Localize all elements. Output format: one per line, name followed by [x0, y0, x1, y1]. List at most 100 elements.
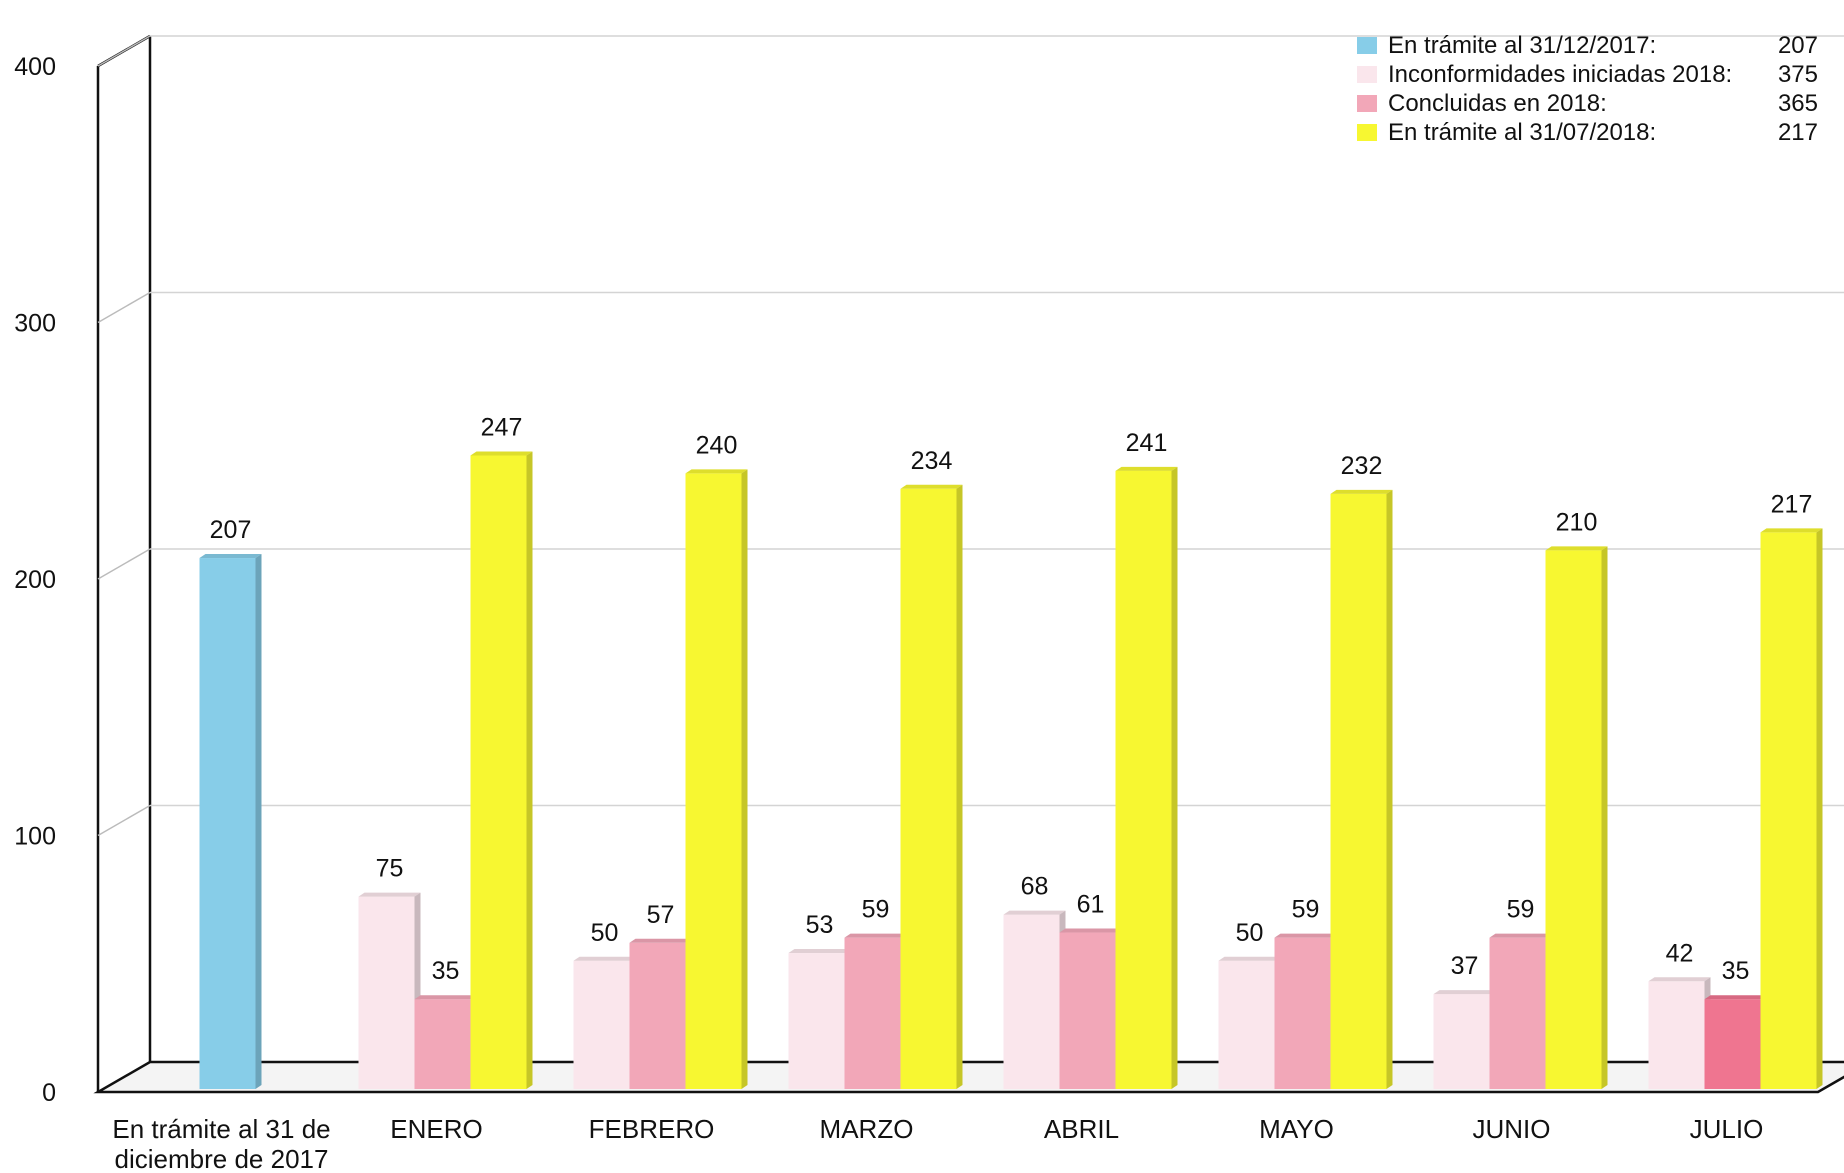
bar	[844, 933, 907, 1089]
legend-swatch	[1357, 124, 1377, 141]
bar-top	[844, 933, 907, 938]
data-label: 61	[1077, 891, 1105, 919]
legend-total: 375	[1778, 61, 1818, 88]
floor	[93, 1060, 1844, 1094]
bar-top	[1648, 977, 1711, 982]
legend-label: En trámite al 31/12/2017:	[1388, 32, 1656, 59]
bar-top	[1218, 956, 1281, 961]
legend-swatch	[1357, 66, 1377, 83]
data-label: 217	[1771, 490, 1813, 518]
bar	[573, 956, 636, 1089]
category-label: ABRIL	[1044, 1114, 1119, 1144]
bar-front	[844, 937, 901, 1089]
data-labels: 207 75 35 247 50 57 240 53 59 234 68 61 241 50 59 232 37…	[210, 413, 1813, 985]
bar-front	[1330, 493, 1387, 1089]
bar-front	[1704, 999, 1761, 1089]
bars	[199, 451, 1823, 1090]
bar-top	[1003, 910, 1066, 915]
bar-top	[1704, 995, 1767, 1000]
y-tick-label: 400	[14, 53, 56, 81]
category-label: JUNIO	[1473, 1114, 1551, 1144]
bar	[629, 938, 692, 1089]
bar-side	[1601, 546, 1608, 1089]
bar-top	[1433, 990, 1496, 995]
bar	[199, 554, 262, 1089]
bar-top	[1274, 933, 1337, 938]
data-label: 247	[481, 413, 523, 441]
data-label: 42	[1666, 939, 1694, 967]
gridline-side	[97, 291, 151, 324]
bar-top	[1330, 489, 1393, 494]
data-label: 59	[862, 896, 890, 924]
category-label: FEBRERO	[589, 1114, 715, 1144]
category-label: JULIO	[1690, 1114, 1764, 1144]
category-label: MARZO	[820, 1114, 914, 1144]
bar-top	[199, 554, 262, 559]
bar-front	[1003, 914, 1060, 1089]
bar-top	[470, 451, 533, 456]
bar	[1433, 990, 1496, 1089]
bar	[1330, 489, 1393, 1089]
data-label: 35	[1722, 957, 1750, 985]
bar	[1760, 528, 1823, 1089]
bar	[788, 949, 851, 1089]
bar-front	[573, 960, 630, 1089]
legend-label: En trámite al 31/07/2018:	[1388, 119, 1656, 146]
bar-top	[1760, 528, 1823, 533]
legend-total: 217	[1778, 119, 1818, 146]
bar-front	[1218, 960, 1275, 1089]
legend-swatch	[1357, 95, 1377, 112]
data-label: 37	[1451, 952, 1479, 980]
bar	[1704, 995, 1767, 1089]
bar-top	[788, 949, 851, 954]
bar-front	[900, 488, 957, 1089]
bar-side	[1816, 528, 1823, 1089]
gridline-side	[97, 35, 151, 67]
data-label: 234	[911, 447, 953, 475]
category-label: En trámite al 31 de	[112, 1114, 330, 1144]
category-label: MAYO	[1259, 1114, 1334, 1144]
bar	[1545, 546, 1608, 1089]
bar-front	[1274, 937, 1331, 1089]
y-tick-label: 100	[14, 823, 56, 851]
bar-front	[1545, 550, 1602, 1089]
bar-top	[900, 484, 963, 489]
bar-side	[1386, 489, 1393, 1089]
data-label: 50	[1236, 919, 1264, 947]
data-label: 57	[647, 901, 675, 929]
bar-side	[956, 484, 963, 1089]
data-label: 68	[1021, 873, 1049, 901]
bar-side	[526, 451, 533, 1089]
bar	[685, 469, 748, 1089]
bar	[1003, 910, 1066, 1089]
bar-top	[1545, 546, 1608, 551]
bar	[358, 892, 421, 1089]
data-label: 207	[210, 516, 252, 544]
legend-total: 207	[1778, 32, 1818, 59]
bar-front	[1489, 937, 1546, 1089]
bar-front	[358, 896, 415, 1089]
legend-total: 365	[1778, 90, 1818, 117]
bar-side	[1171, 466, 1178, 1090]
bar	[900, 484, 963, 1089]
data-label: 59	[1507, 896, 1535, 924]
bar	[1218, 956, 1281, 1089]
bar-front	[1648, 981, 1705, 1089]
legend-label: Concluidas en 2018:	[1388, 90, 1607, 117]
data-label: 232	[1341, 452, 1383, 480]
category-label: ENERO	[390, 1114, 482, 1144]
bar	[1489, 933, 1552, 1089]
legend-label: Inconformidades iniciadas 2018:	[1388, 61, 1732, 88]
bar-top	[1059, 928, 1122, 933]
bar-top	[358, 892, 421, 897]
bar-front	[1760, 532, 1817, 1089]
category-label: diciembre de 2017	[115, 1144, 329, 1173]
y-axis-ticks: 0 100 200 300 400	[14, 53, 56, 1107]
bar-front	[685, 473, 742, 1089]
gridline-side	[97, 548, 151, 580]
bar-front	[1433, 994, 1490, 1089]
data-label: 210	[1556, 508, 1598, 536]
data-label: 53	[806, 911, 834, 939]
bar-front	[788, 953, 845, 1089]
